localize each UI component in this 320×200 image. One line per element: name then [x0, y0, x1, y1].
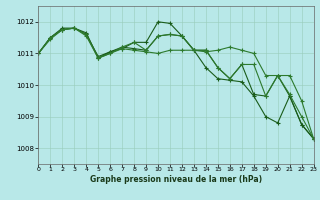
X-axis label: Graphe pression niveau de la mer (hPa): Graphe pression niveau de la mer (hPa) [90, 175, 262, 184]
